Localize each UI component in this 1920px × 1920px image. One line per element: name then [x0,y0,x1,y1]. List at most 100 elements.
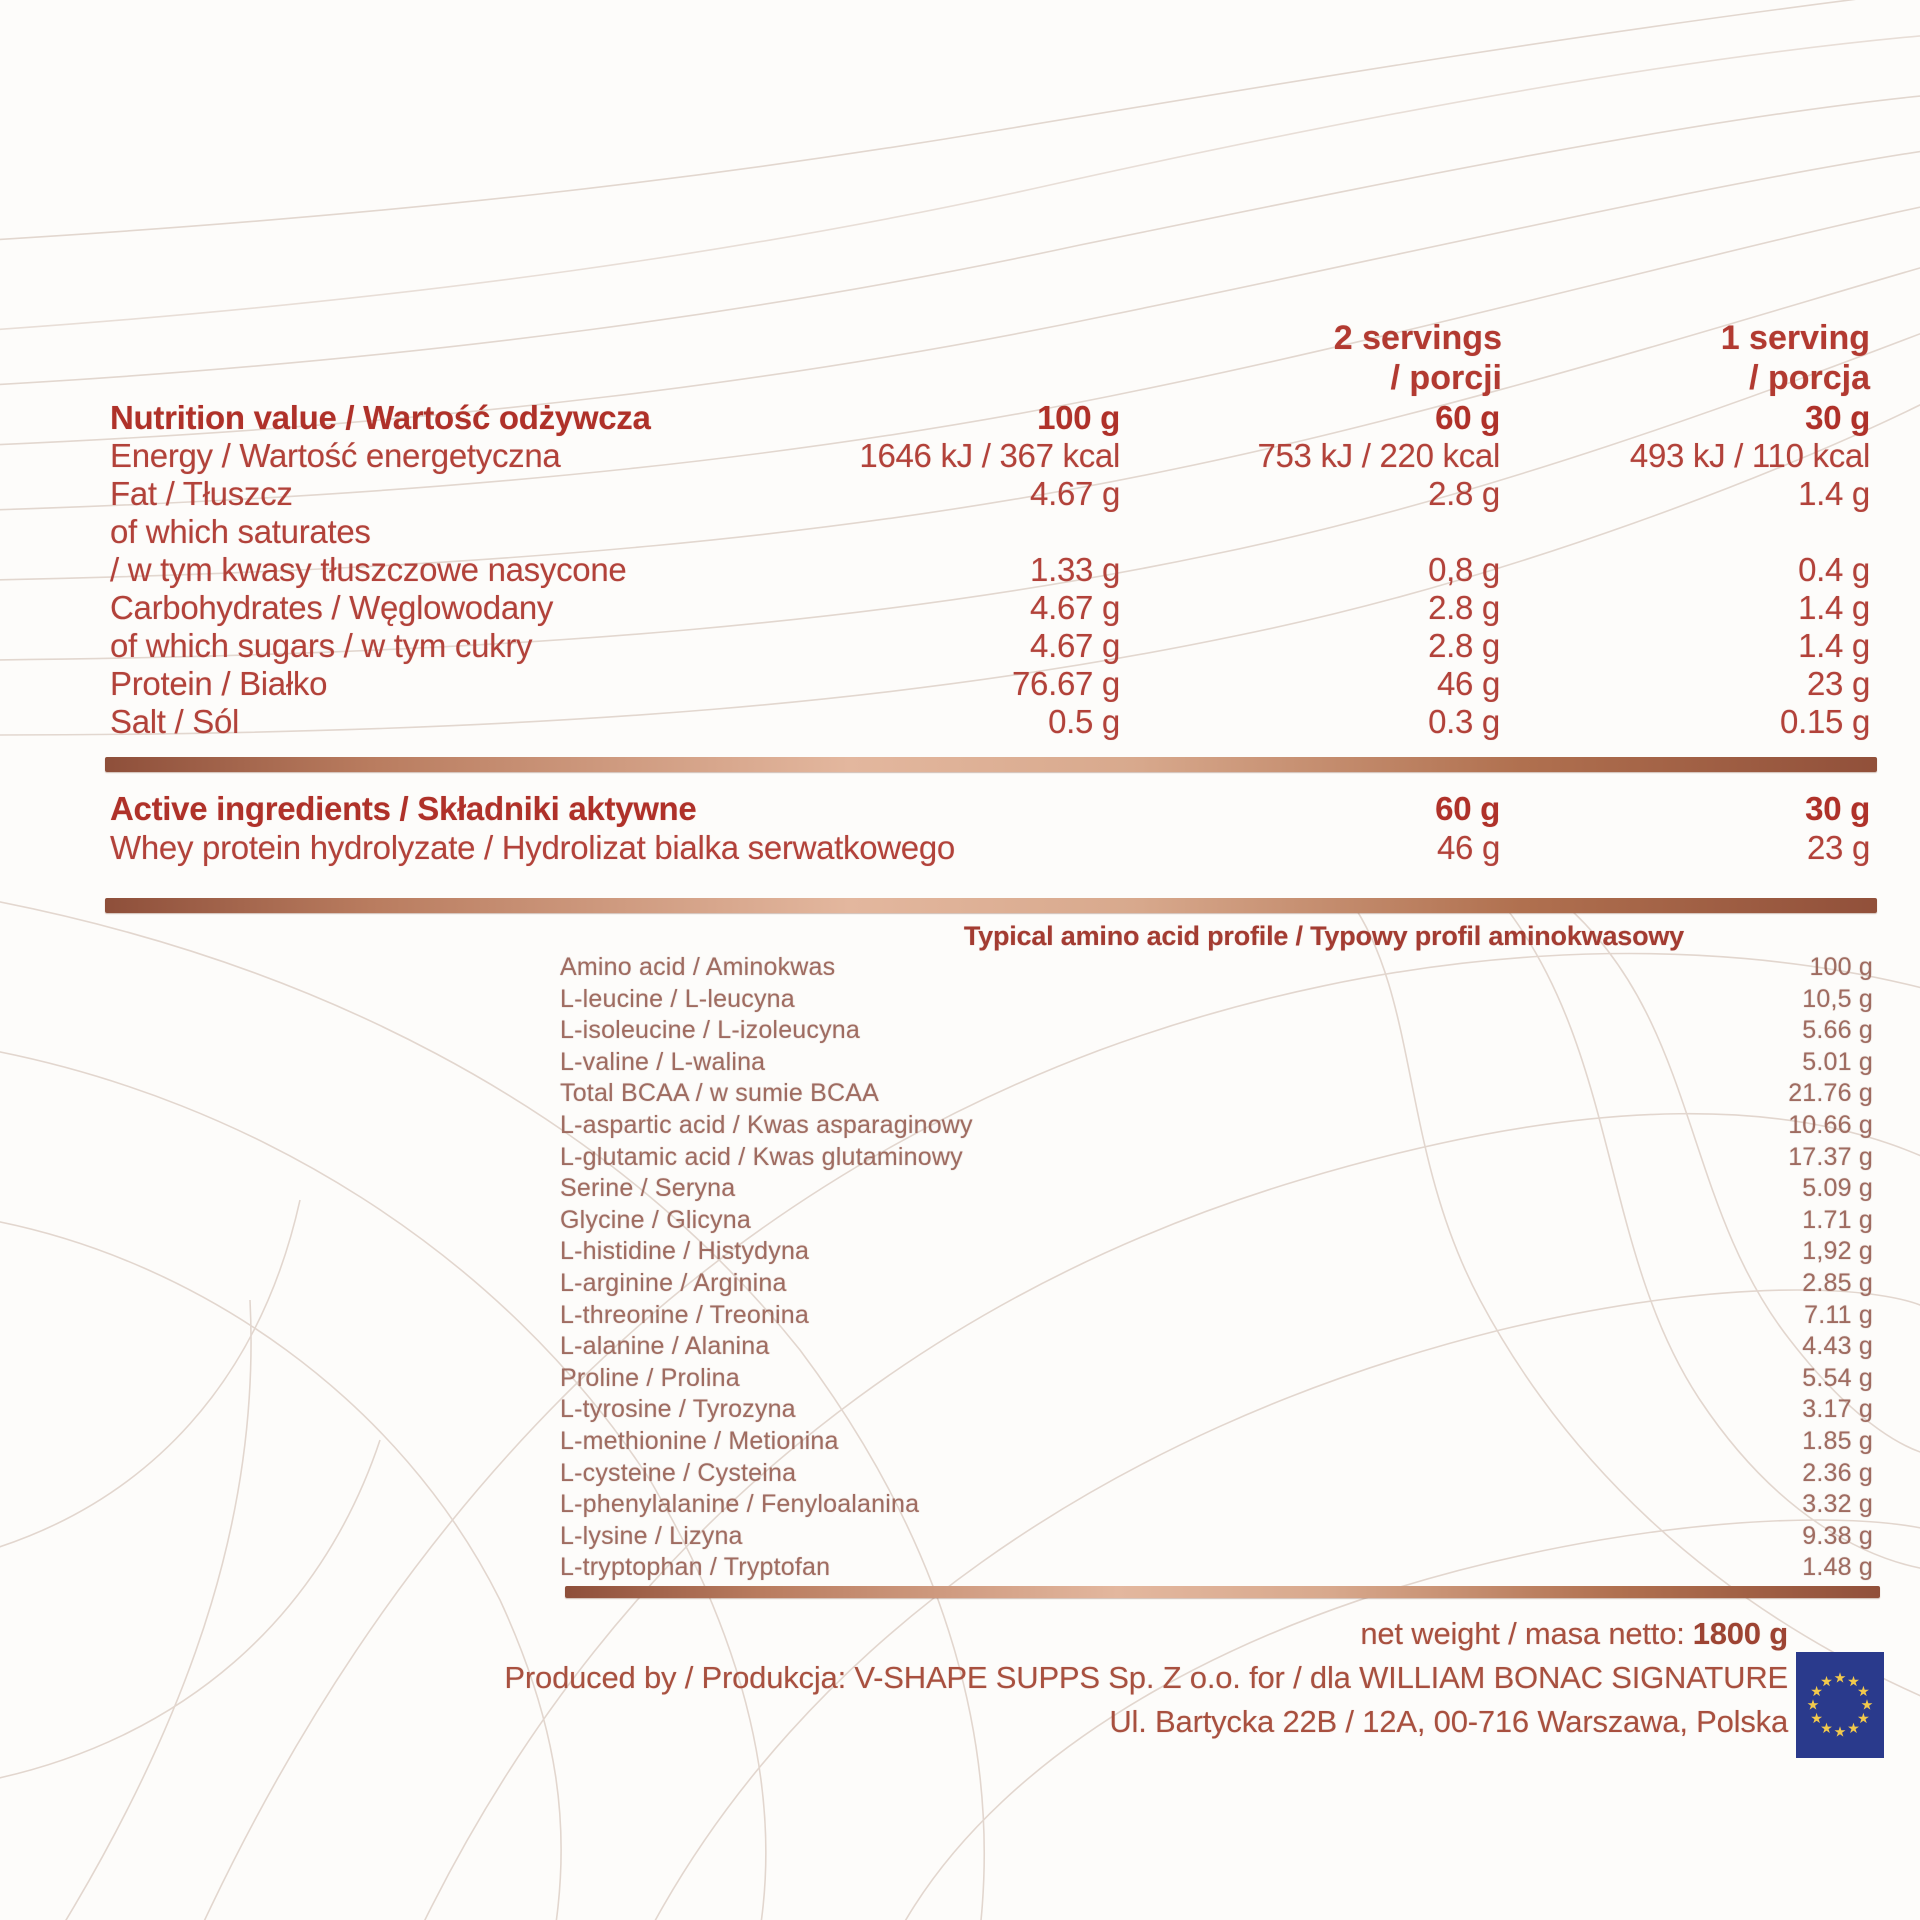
copper-divider [565,1586,1880,1598]
nutrition-row-saturates-line2: / w tym kwasy tłuszczowe nasycone 1.33 g… [110,551,1870,589]
amino-label: L-alanine / Alanina [560,1332,770,1361]
amino-label: Total BCAA / w sumie BCAA [560,1079,880,1108]
header-60g: 60 g [1435,399,1500,436]
amino-label: L-lysine / Lizyna [560,1521,743,1550]
active-ingredients-table: Active ingredients / Składniki aktywne 6… [110,789,1870,867]
amino-label: Amino acid / Aminokwas [560,953,836,981]
value-2servings [1120,513,1500,551]
amino-row: L-tryptophan / Tryptofan 1.48 g [560,1552,1873,1584]
amino-value: 1,92 g [1802,1237,1873,1266]
amino-label: L-histidine / Histydyna [560,1237,810,1266]
amino-label: L-isoleucine / L-izoleucyna [560,1016,861,1045]
nutrition-row-carbohydrates: Carbohydrates / Węglowodany 4.67 g 2.8 g… [110,589,1870,627]
nutrition-row-energy: Energy / Wartość energetyczna 1646 kJ / … [110,437,1870,475]
amino-value: 4.43 g [1802,1332,1873,1361]
header-60g: 60 g [1435,790,1500,827]
amino-row: L-arginine / Arginina 2.85 g [560,1268,1873,1300]
nutrition-row-saturates-line1: of which saturates [110,513,1870,551]
amino-row: L-valine / L-walina 5.01 g [560,1047,1873,1079]
value-100g: 4.67 g [1030,627,1120,664]
amino-label: L-leucine / L-leucyna [560,984,795,1013]
amino-value: 1.48 g [1802,1553,1873,1582]
amino-row: L-histidine / Histydyna 1,92 g [560,1236,1873,1268]
value-2servings: 46 g [1436,665,1500,702]
amino-row: Serine / Seryna 5.09 g [560,1173,1873,1205]
value-2servings: 2.8 g [1428,589,1500,626]
row-label: Whey protein hydrolyzate / Hydrolizat bi… [110,829,955,866]
header-30g: 30 g [1805,790,1870,827]
amino-row: L-glutamic acid / Kwas glutaminowy 17.37 … [560,1142,1873,1174]
amino-value: 17.37 g [1788,1142,1873,1171]
row-label: Carbohydrates / Węglowodany [110,589,554,626]
amino-row: L-leucine / L-leucyna 10,5 g [560,984,1873,1016]
amino-label: L-cysteine / Cysteina [560,1458,797,1487]
amino-label: L-valine / L-walina [560,1047,766,1076]
row-label: of which sugars / w tym cukry [110,627,533,664]
amino-profile-title: Typical amino acid profile / Typowy prof… [963,921,1684,951]
copper-divider [105,898,1877,913]
nutrition-row-salt: Salt / Sól 0.5 g 0.3 g 0.15 g [110,703,1870,741]
row-label: Salt / Sól [110,703,240,740]
amino-row: Amino acid / Aminokwas 100 g [560,952,1873,984]
value-1serving: 1.4 g [1798,475,1870,512]
value-1serving: 493 kJ / 110 kcal [1629,437,1870,474]
active-ingredients-header-row: Active ingredients / Składniki aktywne 6… [110,789,1870,828]
amino-acid-list: Amino acid / Aminokwas 100 g L-leucine / … [560,952,1873,1584]
column-header-1-serving: 1 serving / porcja [1721,318,1870,398]
value-100g: 0.5 g [1048,703,1120,740]
net-weight-label: net weight / masa netto: [1360,1616,1685,1651]
copper-divider [105,757,1877,772]
nutrition-table: Nutrition value / Wartość odżywcza 100 g… [110,399,1870,741]
amino-value: 7.11 g [1804,1300,1873,1329]
amino-value: 10.66 g [1788,1110,1873,1139]
amino-row: Total BCAA / w sumie BCAA 21.76 g [560,1078,1873,1110]
amino-row: L-methionine / Metionina 1.85 g [560,1426,1873,1458]
active-ingredients-title: Active ingredients / Składniki aktywne [110,790,697,827]
amino-value: 2.36 g [1802,1458,1873,1487]
amino-row: L-lysine / Lizyna 9.38 g [560,1521,1873,1553]
amino-value: 21.76 g [1788,1079,1873,1108]
nutrition-title: Nutrition value / Wartość odżywcza [110,399,651,436]
nutrition-row-fat: Fat / Tłuszcz 4.67 g 2.8 g 1.4 g [110,475,1870,513]
value-100g: 1646 kJ / 367 kcal [859,437,1120,474]
value-100g: 4.67 g [1030,475,1120,512]
amino-label: L-tryptophan / Tryptofan [560,1553,831,1582]
row-label: / w tym kwasy tłuszczowe nasycone [110,551,627,588]
amino-value: 1.85 g [1802,1426,1873,1455]
value-2servings: 0,8 g [1428,551,1500,588]
amino-label: L-phenylalanine / Fenyloalanina [560,1490,920,1519]
value-100g: 76.67 g [1011,665,1120,702]
header-30g: 30 g [1805,399,1870,436]
amino-label: L-arginine / Arginina [560,1268,787,1297]
value-100g: 1.33 g [1030,551,1120,588]
value-100g [800,513,1120,551]
amino-label: L-tyrosine / Tyrozyna [560,1395,796,1424]
column-header-2-servings: 2 servings / porcji [1334,318,1502,398]
two-servings-line1: 2 servings [1333,319,1502,357]
producer-line: Produced by / Produkcja: V-SHAPE SUPPS S… [504,1660,1788,1695]
nutrition-row-sugars: of which sugars / w tym cukry 4.67 g 2.8… [110,627,1870,665]
amino-label: L-aspartic acid / Kwas asparaginowy [560,1110,973,1139]
one-serving-line2: / porcja [1749,359,1870,397]
value-1serving: 0.15 g [1780,703,1870,740]
amino-value: 5.54 g [1802,1363,1873,1392]
value-2servings: 2.8 g [1428,627,1500,664]
amino-value: 10,5 g [1802,984,1873,1013]
net-weight-line: net weight / masa netto: 1800 g [504,1612,1788,1656]
active-ingredient-row-whey: Whey protein hydrolyzate / Hydrolizat bi… [110,828,1870,867]
amino-row: L-threonine / Treonina 7.11 g [560,1300,1873,1332]
value-1serving: 1.4 g [1798,589,1870,626]
value-1serving: 23 g [1806,665,1870,702]
amino-value: 3.17 g [1802,1395,1873,1424]
row-label: Energy / Wartość energetyczna [110,437,561,474]
header-100g: 100 g [1037,399,1120,436]
footer: net weight / masa netto: 1800 g Produced … [504,1612,1788,1744]
row-label: of which saturates [110,513,371,550]
nutrition-row-protein: Protein / Białko 76.67 g 46 g 23 g [110,665,1870,703]
amino-value: 100 g [1809,953,1873,981]
amino-row: L-alanine / Alanina 4.43 g [560,1331,1873,1363]
net-weight-value: 1800 g [1692,1616,1789,1651]
value-100g: 4.67 g [1030,589,1120,626]
nutrition-header-row: Nutrition value / Wartość odżywcza 100 g… [110,399,1870,437]
